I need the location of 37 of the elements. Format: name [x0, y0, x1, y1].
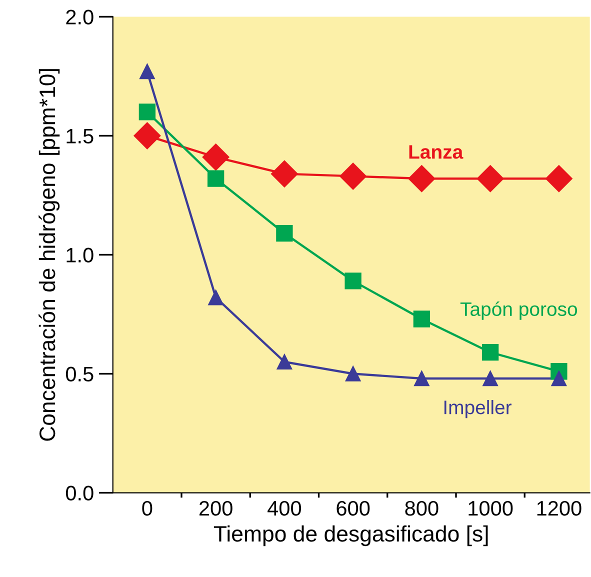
x-tick-label: 200 [199, 500, 232, 516]
point [413, 310, 430, 328]
point [408, 165, 436, 192]
point [340, 162, 367, 190]
y-axis-title: Concentración de hidrógeno [ppm*10] [38, 69, 60, 441]
x-tick-label: 800 [405, 500, 438, 516]
point [345, 366, 361, 382]
point [202, 144, 230, 171]
point [134, 122, 161, 150]
point [414, 370, 430, 386]
x-tick-label: 0 [142, 500, 152, 516]
point [207, 170, 224, 187]
x-tick-label: 1000 [468, 500, 513, 516]
point [482, 370, 498, 386]
y-tick-label: 1.5 [66, 128, 94, 144]
point [551, 370, 567, 386]
y-tick-label: 0.5 [66, 366, 94, 382]
point [276, 354, 292, 370]
point [476, 165, 504, 192]
x-tick-label: 1200 [537, 500, 582, 516]
point [545, 165, 572, 192]
series-label: Impeller [444, 400, 512, 418]
point [270, 160, 298, 188]
point [482, 344, 499, 361]
point [276, 224, 293, 242]
series-label: Lanza [409, 145, 464, 159]
x-tick-label: 600 [336, 500, 370, 516]
x-tick-label: 400 [268, 500, 302, 516]
y-tick-label: 1.0 [66, 248, 94, 262]
y-tick-label: 0.0 [66, 486, 94, 501]
point [138, 104, 156, 120]
y-tick-label: 2.0 [66, 10, 94, 24]
point [140, 64, 155, 80]
x-axis-title: Tiempo de desgasificado [s] [214, 525, 488, 546]
series-label: Tapón poroso [460, 302, 578, 320]
point [344, 272, 362, 290]
point [208, 290, 224, 306]
